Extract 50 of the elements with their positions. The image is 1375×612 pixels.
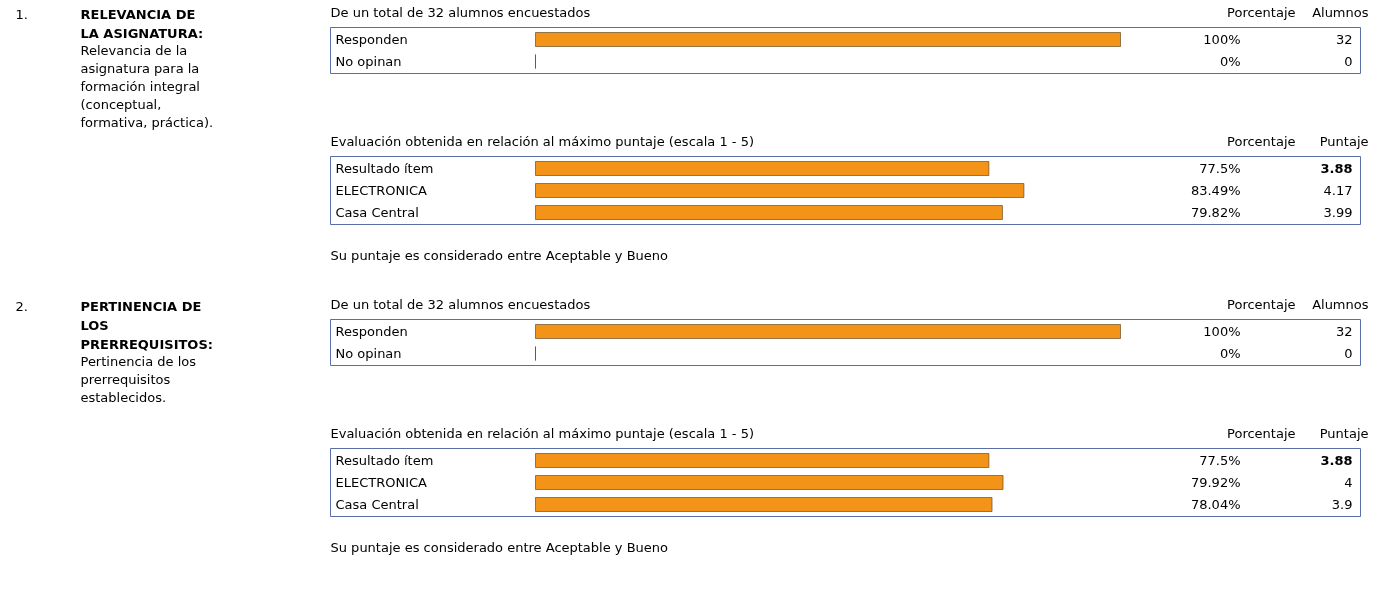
text: Porcentaje bbox=[1227, 297, 1296, 312]
y-tick-label: Responden bbox=[335, 324, 408, 339]
text: Alumnos bbox=[1312, 5, 1369, 20]
y-tick-label: No opinan bbox=[335, 54, 402, 69]
data-label: 0% bbox=[1219, 54, 1241, 69]
data-label: 79.82% bbox=[1190, 205, 1241, 220]
text: Porcentaje bbox=[1227, 134, 1296, 149]
text: Pertinencia de los prerrequisitos establecidos. bbox=[80, 354, 197, 405]
y-tick-label: Resultado ítem bbox=[335, 161, 434, 176]
text: 3.88 bbox=[1320, 161, 1353, 176]
text: Porcentaje bbox=[1227, 426, 1296, 441]
text: 4 bbox=[1344, 475, 1353, 490]
text: 3.88 bbox=[1320, 453, 1353, 468]
text: PERTINENCIA DE LOS PRERREQUISITOS: bbox=[80, 299, 213, 352]
text: Puntaje bbox=[1319, 426, 1369, 441]
text: 4.17 bbox=[1323, 183, 1353, 198]
text: Alumnos bbox=[1312, 297, 1369, 312]
text: 0 bbox=[1344, 346, 1353, 361]
text: 3.99 bbox=[1323, 205, 1353, 220]
chart-title: Evaluación obtenida en relación al máximo puntaje (escala 1 - 5) bbox=[330, 134, 755, 149]
y-tick-label: ELECTRONICA bbox=[335, 183, 428, 198]
text: 1. bbox=[15, 7, 28, 22]
y-tick-label: No opinan bbox=[335, 346, 402, 361]
text: Su puntaje es considerado entre Aceptable y Bueno bbox=[330, 540, 669, 555]
data-label: 77.5% bbox=[1199, 161, 1241, 176]
text: Su puntaje es considerado entre Aceptable y Bueno bbox=[330, 248, 669, 263]
text: Relevancia de la asignatura para la formación integral (conceptual, formativa, práctica). bbox=[80, 43, 214, 130]
y-tick-label: Responden bbox=[335, 32, 408, 47]
text: 32 bbox=[1335, 324, 1353, 339]
y-tick-label: Casa Central bbox=[335, 497, 419, 512]
y-tick-label: Casa Central bbox=[335, 205, 419, 220]
text: 2. bbox=[15, 299, 28, 314]
data-label: 100% bbox=[1203, 324, 1241, 339]
text: 0 bbox=[1344, 54, 1353, 69]
chart-title: Evaluación obtenida en relación al máximo puntaje (escala 1 - 5) bbox=[330, 426, 755, 441]
text: 32 bbox=[1335, 32, 1353, 47]
data-label: 83.49% bbox=[1190, 183, 1241, 198]
y-tick-label: ELECTRONICA bbox=[335, 475, 428, 490]
data-label: 78.04% bbox=[1190, 497, 1241, 512]
text: Puntaje bbox=[1319, 134, 1369, 149]
data-label: 79.92% bbox=[1190, 475, 1241, 490]
text: 3.9 bbox=[1331, 497, 1353, 512]
y-tick-label: Resultado ítem bbox=[335, 453, 434, 468]
text: Porcentaje bbox=[1227, 5, 1296, 20]
data-label: 0% bbox=[1219, 346, 1241, 361]
data-label: 100% bbox=[1203, 32, 1241, 47]
text: RELEVANCIA DE LA ASIGNATURA: bbox=[80, 7, 204, 41]
data-label: 77.5% bbox=[1199, 453, 1241, 468]
chart-title: De un total de 32 alumnos encuestados bbox=[330, 5, 591, 20]
chart-title: De un total de 32 alumnos encuestados bbox=[330, 297, 591, 312]
